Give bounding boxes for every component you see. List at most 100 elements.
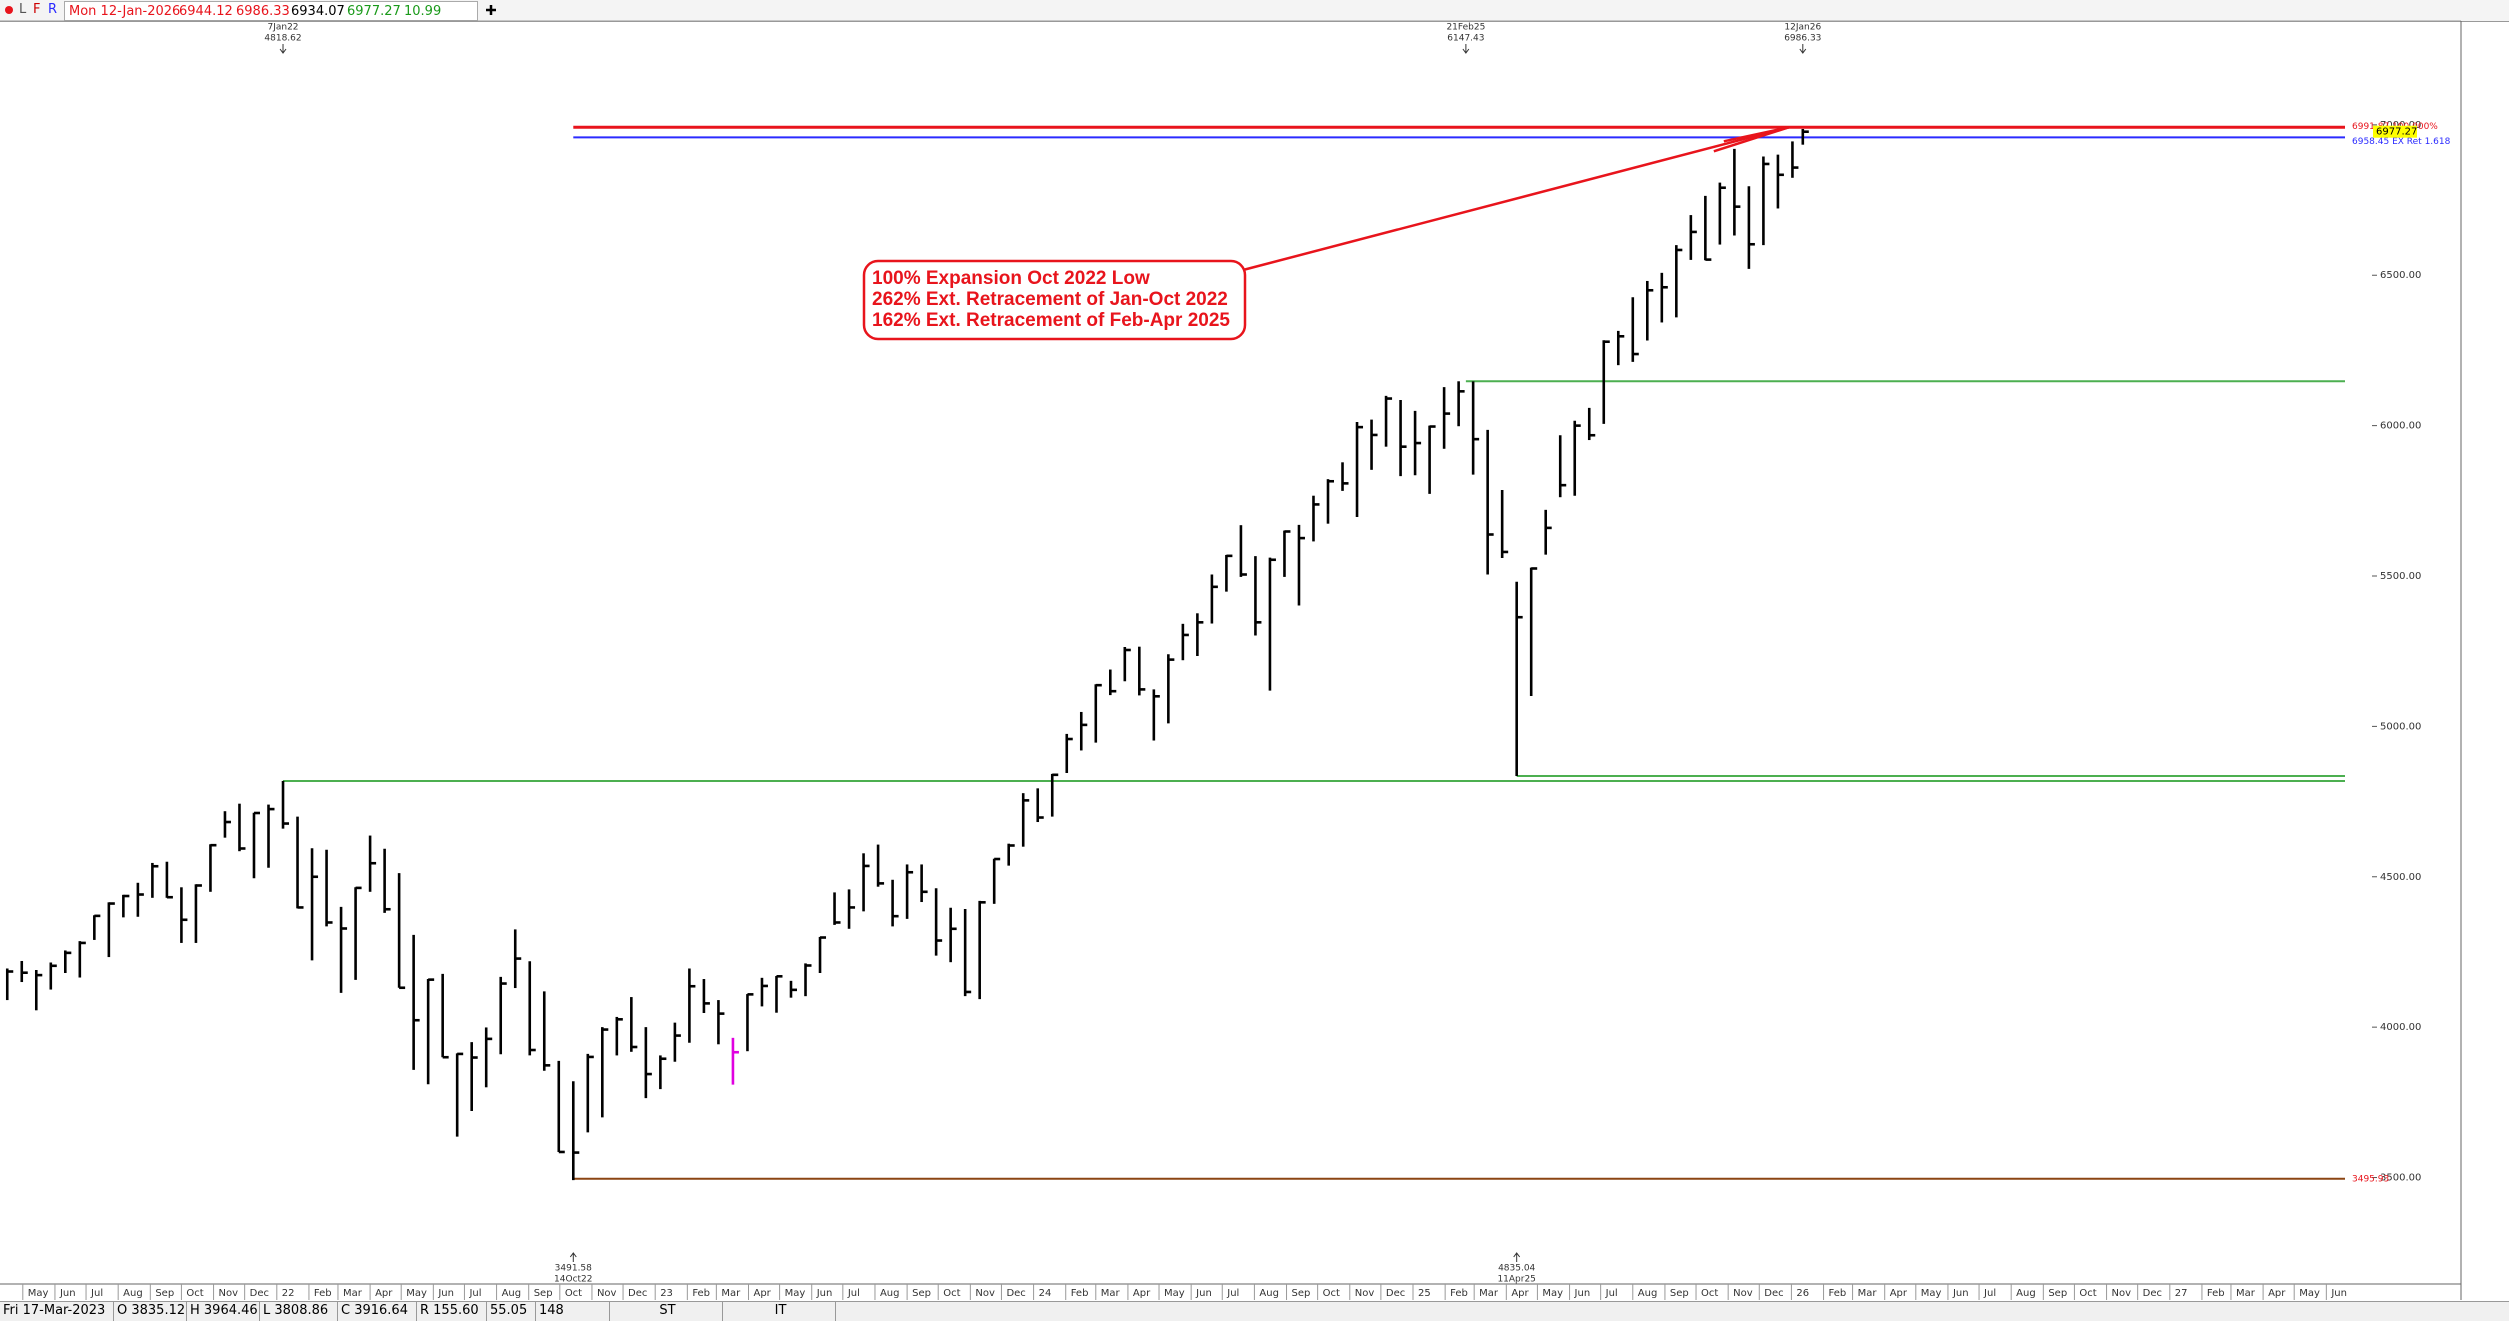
quote-low: 6934.07 (291, 4, 345, 19)
x-tick-label: Aug (123, 1288, 143, 1299)
y-tick-label: 6000.00 (2380, 421, 2421, 432)
x-tick-label: Feb (1829, 1288, 1847, 1299)
x-tick-label: Aug (880, 1288, 900, 1299)
x-tick-label: Nov (597, 1288, 617, 1299)
annotation-arrow (1513, 1252, 1521, 1262)
dot-icon (5, 6, 13, 14)
last-price-label: 6977.27 (2376, 127, 2417, 138)
x-tick-label: May (406, 1288, 427, 1299)
annotation-date: 14Oct22 (554, 1275, 592, 1285)
button[interactable]: F (33, 2, 41, 17)
footer-cell: 55.05 (487, 1302, 536, 1321)
x-tick-label: Jun (2330, 1288, 2347, 1299)
footer-cell: R 155.60 (417, 1302, 487, 1321)
x-tick-label: Aug (1638, 1288, 1658, 1299)
x-tick-label: Oct (943, 1288, 960, 1299)
y-tick-label: 5500.00 (2380, 571, 2421, 582)
x-tick-label: Sep (912, 1288, 931, 1299)
x-tick-label: Jun (437, 1288, 454, 1299)
callout-arrow (1242, 126, 1790, 272)
y-tick-label: 5000.00 (2380, 721, 2421, 732)
x-tick-label: Apr (1133, 1288, 1151, 1299)
x-tick-label: May (2299, 1288, 2320, 1299)
x-tick-label: Oct (1701, 1288, 1718, 1299)
x-tick-label: May (1542, 1288, 1563, 1299)
x-tick-label: Jul (90, 1288, 103, 1299)
footer-cell: Fri 17-Mar-2023 (0, 1302, 114, 1321)
quote-open: 6944.12 (179, 4, 233, 19)
x-tick-label: Sep (1670, 1288, 1689, 1299)
x-tick-label: Mar (1858, 1288, 1878, 1299)
x-tick-label: Jun (1574, 1288, 1591, 1299)
x-tick-label: Jul (1605, 1288, 1618, 1299)
annotation-value: 4818.62 (264, 34, 301, 44)
x-tick-label: Jun (59, 1288, 76, 1299)
annotation-date: 21Feb25 (1446, 23, 1485, 33)
footer-cell: L 3808.86 (260, 1302, 338, 1321)
x-tick-label: Jul (1983, 1288, 1996, 1299)
quote-date: Mon 12-Jan-2026 (69, 4, 181, 19)
button[interactable]: L (19, 2, 27, 17)
quote-change: 10.99 (404, 4, 442, 19)
x-tick-label: Mar (721, 1288, 741, 1299)
x-tick-label: May (28, 1288, 49, 1299)
annotation-value: 6147.43 (1447, 34, 1484, 44)
x-tick-label: Mar (1479, 1288, 1499, 1299)
x-tick-label: Feb (1450, 1288, 1468, 1299)
footer-cell: O 3835.12 (114, 1302, 187, 1321)
annotation-date: 11Apr25 (1497, 1275, 1535, 1285)
x-tick-label: Mar (2236, 1288, 2256, 1299)
x-tick-label: Feb (1071, 1288, 1089, 1299)
annotation-value: 3491.58 (555, 1264, 592, 1274)
x-tick-label: Feb (692, 1288, 710, 1299)
x-tick-label: Dec (2143, 1288, 2162, 1299)
footer-cell: ST (610, 1302, 723, 1321)
x-tick-label: Apr (1511, 1288, 1529, 1299)
annotation-arrow (569, 1252, 577, 1262)
x-tick-label: Mar (1101, 1288, 1121, 1299)
x-tick-label: Jun (1952, 1288, 1969, 1299)
x-tick-label: Nov (975, 1288, 995, 1299)
y-tick-label: 4500.00 (2380, 872, 2421, 883)
callout-text: 100% Expansion Oct 2022 Low (872, 268, 1150, 289)
x-tick-label: Dec (628, 1288, 647, 1299)
y-tick-label: 4000.00 (2380, 1022, 2421, 1033)
x-tick-label: 23 (660, 1288, 673, 1299)
x-tick-label: Apr (1890, 1288, 1908, 1299)
x-tick-label: Nov (2112, 1288, 2132, 1299)
add-button[interactable] (484, 3, 498, 17)
x-tick-label: Sep (2048, 1288, 2067, 1299)
x-tick-label: Apr (2268, 1288, 2286, 1299)
footer-cell: H 3964.46 (187, 1302, 260, 1321)
y-tick-label: 6500.00 (2380, 270, 2421, 281)
x-tick-label: Apr (753, 1288, 771, 1299)
footer-cell: C 3916.64 (338, 1302, 417, 1321)
quote-close: 6977.27 (347, 4, 401, 19)
y-tick-label: 7000.00 (2380, 120, 2421, 131)
x-tick-label: Sep (1292, 1288, 1311, 1299)
x-tick-label: Dec (1006, 1288, 1025, 1299)
annotation-arrow (1462, 44, 1470, 54)
x-tick-label: 24 (1039, 1288, 1052, 1299)
x-tick-label: Sep (534, 1288, 553, 1299)
footer: Fri 17-Mar-2023 O 3835.12 H 3964.46 L 38… (0, 1301, 2509, 1321)
x-tick-label: Jul (468, 1288, 481, 1299)
level-label: 6958.45 EX Ret 1.618 (2352, 137, 2451, 147)
quote-box: Mon 12-Jan-2026 6944.12 6986.33 6934.07 … (64, 1, 478, 21)
last-price-box (2373, 125, 2417, 138)
x-tick-label: Feb (2207, 1288, 2225, 1299)
callout-arrow (1723, 126, 1790, 143)
y-tick-label: 3500.00 (2380, 1173, 2421, 1184)
x-tick-label: Aug (2016, 1288, 2036, 1299)
button[interactable]: R (48, 2, 58, 17)
callout-text: 162% Ext. Retracement of Feb-Apr 2025 (872, 310, 1230, 331)
x-tick-label: Oct (1323, 1288, 1340, 1299)
x-tick-label: 26 (1796, 1288, 1809, 1299)
x-tick-label: Oct (565, 1288, 582, 1299)
annotation-arrow (279, 44, 287, 54)
annotation-arrow (1799, 44, 1807, 54)
x-tick-label: May (1164, 1288, 1185, 1299)
x-tick-label: Nov (1733, 1288, 1753, 1299)
